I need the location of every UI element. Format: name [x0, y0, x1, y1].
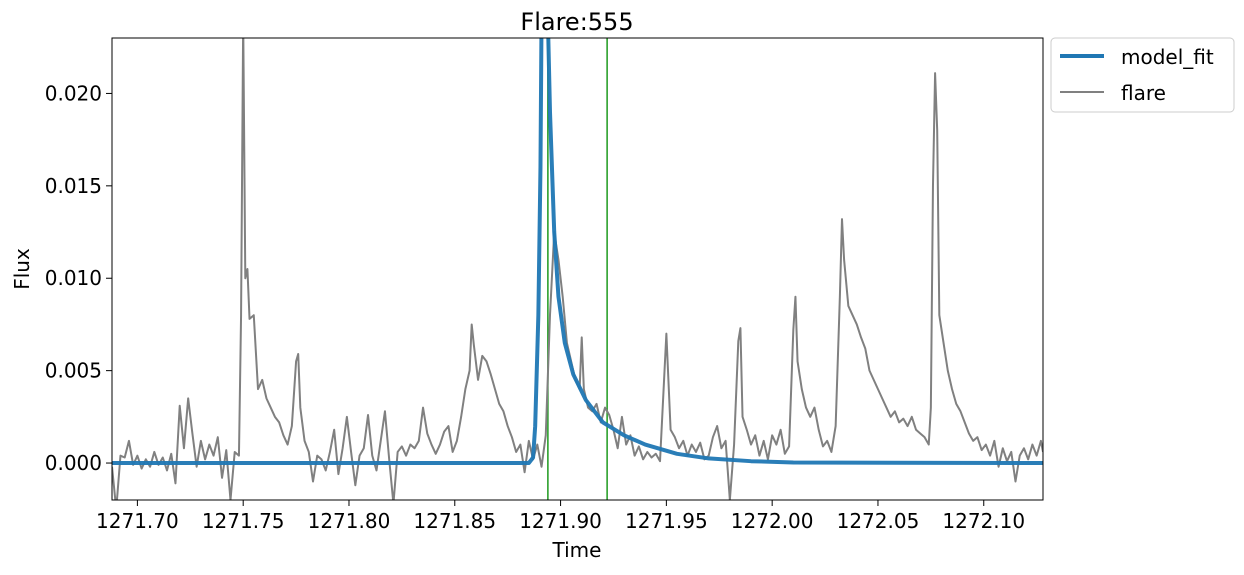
chart-title: Flare:555	[520, 8, 633, 36]
y-tick-label: 0.010	[45, 266, 102, 290]
x-tick-label: 1272.05	[837, 509, 920, 533]
plot-frame	[111, 37, 1044, 501]
y-tick-label: 0.020	[45, 81, 102, 105]
x-tick-label: 1271.90	[519, 509, 602, 533]
y-tick-label: 0.015	[45, 174, 102, 198]
y-tick-label: 0.005	[45, 359, 102, 383]
series-model-fit	[112, 38, 1043, 466]
x-tick-label: 1271.95	[625, 509, 708, 533]
series-flare	[112, 38, 1043, 500]
x-tick-label: 1272.10	[942, 509, 1025, 533]
x-tick-label: 1271.85	[413, 509, 496, 533]
series-layer	[112, 38, 1043, 500]
legend-label-flare: flare	[1121, 81, 1166, 105]
x-tick-label: 1272.00	[731, 509, 814, 533]
y-axis-label: Flux	[10, 248, 34, 290]
legend-label-model-fit: model_fit	[1121, 45, 1214, 69]
x-axis-label: Time	[552, 538, 602, 562]
x-tick-label: 1271.80	[308, 509, 391, 533]
legend: model_fit flare	[1050, 37, 1235, 113]
y-tick-label: 0.000	[45, 451, 102, 475]
x-tick-label: 1271.70	[96, 509, 179, 533]
x-tick-label: 1271.75	[202, 509, 285, 533]
y-axis: 0.000 0.005 0.010 0.015 0.020	[45, 81, 112, 475]
x-axis: 1271.70 1271.75 1271.80 1271.85 1271.90 1271.…	[96, 500, 1025, 533]
